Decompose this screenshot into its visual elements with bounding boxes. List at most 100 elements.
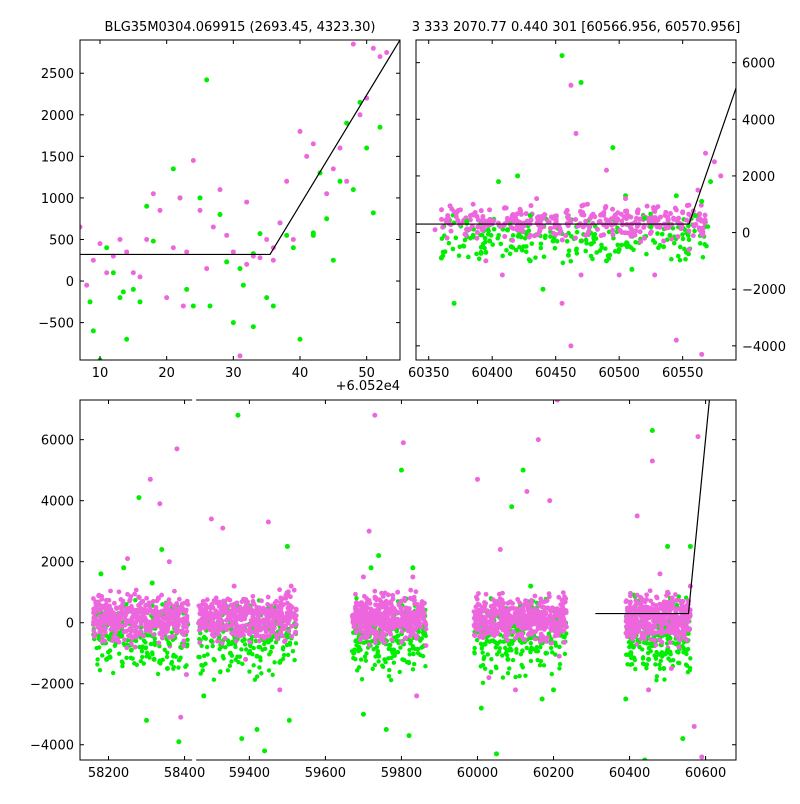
point-green [438,255,444,261]
point-magenta [560,590,566,595]
point-magenta [284,178,290,184]
point-green [398,467,404,473]
y-tick-label: 2000 [41,556,74,571]
fit-line [416,87,736,225]
point-green [139,649,145,654]
point-green [685,669,691,675]
point-green [665,543,671,549]
point-green [523,673,528,678]
point-green [543,650,549,656]
x-tick-label: 60600 [685,766,726,781]
point-magenta [123,628,129,634]
point-magenta [163,610,169,616]
point-magenta [160,615,166,621]
point-magenta [573,130,579,136]
point-magenta [370,628,376,633]
point-green [661,665,667,671]
point-magenta [259,598,264,604]
point-green [383,726,389,732]
point-magenta [159,626,165,632]
point-magenta [618,211,624,217]
point-green [90,328,96,334]
point-magenta [578,272,584,278]
point-magenta [378,621,384,627]
point-green [254,726,260,732]
point-green [533,648,539,654]
point-magenta [231,601,237,607]
point-magenta [197,640,203,646]
point-magenta [554,606,560,611]
point-magenta [382,590,388,596]
point-green [514,650,519,655]
point-magenta [203,617,208,623]
point-magenta [196,603,202,609]
point-magenta [147,476,153,482]
y-tick-label: 1500 [41,150,74,165]
point-green [227,663,233,668]
point-magenta [476,607,482,613]
series-magenta [80,41,390,359]
point-magenta [632,232,638,238]
point-magenta [538,634,544,640]
point-magenta [277,614,283,620]
point-magenta [106,597,112,603]
point-magenta [560,601,566,606]
point-green [662,677,667,682]
point-green [277,659,283,665]
point-green [389,655,394,661]
point-green [523,249,529,255]
point-magenta [547,225,553,231]
point-green [364,651,369,656]
point-green [265,640,271,645]
point-magenta [637,229,643,235]
point-green [494,665,499,671]
point-magenta [278,604,284,610]
point-magenta [130,614,135,620]
point-green [169,661,174,666]
point-magenta [554,400,560,403]
point-green [149,580,155,586]
point-green [354,596,359,601]
point-green [641,640,647,645]
point-green [287,640,293,645]
point-green [376,659,381,664]
point-green [504,227,510,233]
point-magenta [243,656,249,662]
point-magenta [208,604,214,610]
point-green [212,658,217,663]
point-green [478,249,484,255]
point-magenta [244,199,250,205]
point-magenta [399,639,404,645]
point-magenta [659,631,664,636]
point-magenta [644,203,650,209]
point-magenta [150,618,156,624]
point-green [649,428,655,434]
x-tick-label: 60000 [457,766,498,781]
x-tick-label: 60200 [533,766,574,781]
point-green [504,247,509,253]
point-magenta [695,434,701,440]
point-magenta [398,606,404,612]
point-green [538,245,544,251]
point-magenta [508,224,514,230]
series-green [438,53,714,306]
point-magenta [649,458,655,464]
point-magenta [485,629,491,635]
point-magenta [663,601,669,606]
point-magenta [505,637,511,643]
point-magenta [671,216,677,222]
point-magenta [277,587,282,593]
x-tick-label: 59400 [229,766,270,781]
point-magenta [350,41,356,47]
point-green [171,664,177,670]
point-green [583,237,589,243]
point-magenta [265,616,271,622]
point-magenta [217,622,223,628]
point-magenta [676,644,682,650]
point-magenta [686,228,692,234]
point-green [565,252,571,258]
point-green [661,244,667,250]
point-magenta [372,615,378,620]
point-magenta [691,723,697,729]
point-green [402,657,407,663]
